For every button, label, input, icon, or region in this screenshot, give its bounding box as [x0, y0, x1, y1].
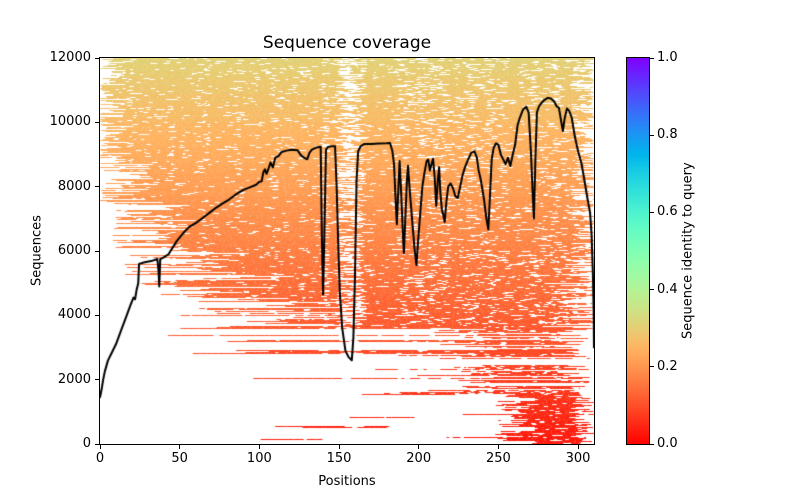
x-tick — [577, 445, 579, 449]
x-tick-label: 200 — [406, 451, 432, 466]
x-tick-label: 50 — [171, 451, 188, 466]
x-tick-label: 250 — [485, 451, 511, 466]
x-tick-label: 300 — [565, 451, 591, 466]
colorbar-tick-label: 1.0 — [657, 50, 678, 65]
y-tick-label: 2000 — [57, 371, 91, 387]
colorbar-tick-label: 0.8 — [657, 127, 678, 143]
colorbar-gradient — [627, 58, 649, 444]
colorbar-tick-label: 0.2 — [657, 358, 678, 374]
msa-coverage-canvas — [100, 58, 594, 444]
x-tick-label: 150 — [326, 451, 352, 466]
plot-frame — [99, 57, 595, 445]
colorbar-tick-label: 0.6 — [657, 204, 678, 220]
y-tick-label: 12000 — [49, 50, 91, 65]
colorbar-tick — [650, 366, 654, 368]
y-tick — [95, 379, 99, 381]
colorbar-tick-label: 0.0 — [657, 436, 678, 451]
colorbar-tick — [650, 57, 654, 59]
y-tick-label: 6000 — [57, 243, 91, 258]
y-tick — [95, 443, 99, 445]
y-tick — [95, 121, 99, 123]
colorbar — [626, 57, 650, 445]
colorbar-tick — [650, 289, 654, 291]
x-tick — [338, 445, 340, 449]
x-tick — [418, 445, 420, 449]
colorbar-label: Sequence identity to query — [680, 162, 696, 340]
y-tick — [95, 186, 99, 188]
x-tick — [258, 445, 260, 449]
x-axis-label: Positions — [318, 474, 376, 489]
plot-title: Sequence coverage — [262, 33, 432, 53]
x-tick-label: 100 — [246, 451, 272, 466]
y-tick — [95, 314, 99, 316]
y-tick-label: 4000 — [57, 307, 91, 323]
x-tick — [497, 445, 499, 449]
colorbar-tick — [650, 211, 654, 213]
x-tick-label: 0 — [95, 451, 105, 466]
y-tick — [95, 250, 99, 252]
y-tick-label: 8000 — [57, 178, 91, 194]
x-tick — [179, 445, 181, 449]
colorbar-tick-label: 0.4 — [657, 281, 678, 297]
colorbar-tick — [650, 134, 654, 136]
y-tick-label: 0 — [82, 436, 91, 451]
y-tick — [95, 57, 99, 59]
x-tick — [99, 445, 101, 449]
y-tick-label: 10000 — [49, 114, 91, 130]
colorbar-tick — [650, 443, 654, 445]
